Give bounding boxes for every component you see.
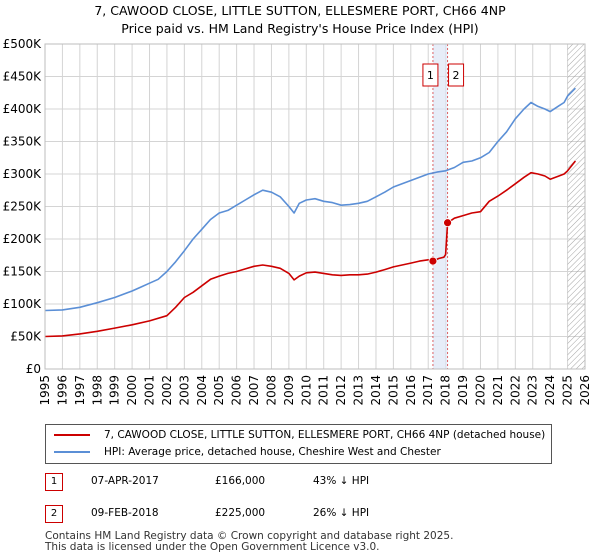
legend-label-hpi: HPI: Average price, detached house, Ches… — [104, 446, 441, 458]
y-tick-label: £500K — [3, 37, 43, 51]
x-tick-label: 2022 — [508, 375, 522, 406]
x-tick-label: 2026 — [578, 375, 592, 406]
x-tick-label: 2019 — [456, 375, 470, 406]
sale-price: £225,000 — [215, 507, 266, 519]
x-tick-label: 2012 — [334, 375, 348, 406]
gridlines — [44, 43, 586, 370]
x-tick-label: 2002 — [160, 375, 174, 406]
y-tick-label: £0 — [26, 362, 41, 376]
y-tick-label: £150K — [3, 265, 43, 279]
legend-item-property: 7, CAWOOD CLOSE, LITTLE SUTTON, ELLESMER… — [54, 429, 545, 441]
x-tick-label: 2009 — [282, 375, 296, 406]
sale-price: £166,000 — [215, 475, 266, 487]
sale-label: 2 — [453, 69, 460, 82]
legend-swatch-hpi — [54, 451, 90, 453]
sale-label-box — [422, 63, 439, 87]
y-axis: £0 £50K £100K £150K £200K £250K £300K £350K £400… — [3, 37, 43, 376]
x-tick-label: 2017 — [421, 375, 435, 406]
x-tick-label: 2016 — [404, 375, 418, 406]
x-tick-label: 1997 — [73, 375, 87, 406]
x-tick-label: 2023 — [526, 375, 540, 406]
chart-title: 7, CAWOOD CLOSE, LITTLE SUTTON, ELLESMER… — [0, 2, 600, 38]
y-tick-label: £200K — [3, 232, 43, 246]
x-tick-label: 1999 — [108, 375, 122, 406]
series-lines — [44, 87, 577, 338]
legend-swatch-property — [54, 434, 90, 436]
sale-hpi-diff: 26% ↓ HPI — [313, 507, 370, 519]
forecast-hatch — [567, 44, 585, 369]
series-line-property — [44, 160, 577, 338]
legend: 7, CAWOOD CLOSE, LITTLE SUTTON, ELLESMER… — [45, 424, 552, 464]
sale-row: 2 09-FEB-2018 £225,000 26% ↓ HPI — [45, 505, 465, 525]
sale-date: 09-FEB-2018 — [91, 507, 159, 519]
sale-number-badge: 2 — [45, 505, 63, 523]
x-tick-label: 2005 — [212, 375, 226, 406]
x-tick-label: 2018 — [439, 375, 453, 406]
sale-label-box — [448, 63, 465, 87]
y-tick-label: £450K — [3, 70, 43, 84]
x-tick-label: 2011 — [317, 375, 331, 406]
series-line-hpi — [44, 87, 576, 312]
plot-frame — [44, 43, 586, 370]
x-axis: 1995 1996 1997 1998 1999 2000 2001 2002 2003 2004… — [38, 375, 592, 406]
x-tick-label: 2015 — [386, 375, 400, 406]
legend-label-property: 7, CAWOOD CLOSE, LITTLE SUTTON, ELLESMER… — [104, 429, 546, 441]
x-tick-label: 1998 — [90, 375, 104, 406]
footer-copyright: Contains HM Land Registry data © Crown c… — [45, 530, 454, 542]
sale-marker — [428, 256, 438, 266]
x-tick-label: 2008 — [264, 375, 278, 406]
x-tick-label: 2000 — [125, 375, 139, 406]
y-tick-label: £100K — [3, 297, 43, 311]
y-tick-label: £400K — [3, 102, 43, 116]
x-tick-label: 2014 — [369, 375, 383, 406]
x-tick-label: 1996 — [55, 375, 69, 406]
sale-hpi-diff: 43% ↓ HPI — [313, 475, 370, 487]
sale-date: 07-APR-2017 — [91, 475, 159, 487]
y-tick-label: £350K — [3, 135, 43, 149]
y-tick-label: £300K — [3, 167, 43, 181]
x-tick-label: 2007 — [247, 375, 261, 406]
x-tick-label: 2010 — [299, 375, 313, 406]
x-tick-label: 2021 — [491, 375, 505, 406]
y-tick-label: £50K — [10, 330, 42, 344]
footer-licence: This data is licensed under the Open Gov… — [45, 541, 380, 553]
sale-marker — [443, 218, 452, 228]
x-tick-label: 2003 — [177, 375, 191, 406]
x-tick-label: 1995 — [38, 375, 52, 406]
x-tick-label: 2004 — [195, 375, 209, 406]
footer: Contains HM Land Registry data © Crown c… — [45, 531, 453, 553]
x-tick-label: 2001 — [143, 375, 157, 406]
y-tick-label: £250K — [3, 200, 43, 214]
sale-number-badge: 1 — [45, 473, 63, 491]
sale-row: 1 07-APR-2017 £166,000 43% ↓ HPI — [45, 473, 465, 493]
chart-title-line1: 7, CAWOOD CLOSE, LITTLE SUTTON, ELLESMER… — [94, 3, 506, 18]
sale-label: 1 — [427, 69, 434, 82]
x-tick-label: 2006 — [230, 375, 244, 406]
legend-item-hpi: HPI: Average price, detached house, Ches… — [54, 446, 441, 458]
x-tick-label: 2013 — [352, 375, 366, 406]
sale-period-band — [432, 44, 448, 369]
x-tick-label: 2024 — [543, 375, 557, 406]
chart-title-line2: Price paid vs. HM Land Registry's House … — [121, 21, 479, 36]
sale-band — [432, 44, 585, 369]
x-tick-label: 2020 — [473, 375, 487, 406]
x-tick-label: 2025 — [561, 375, 575, 406]
